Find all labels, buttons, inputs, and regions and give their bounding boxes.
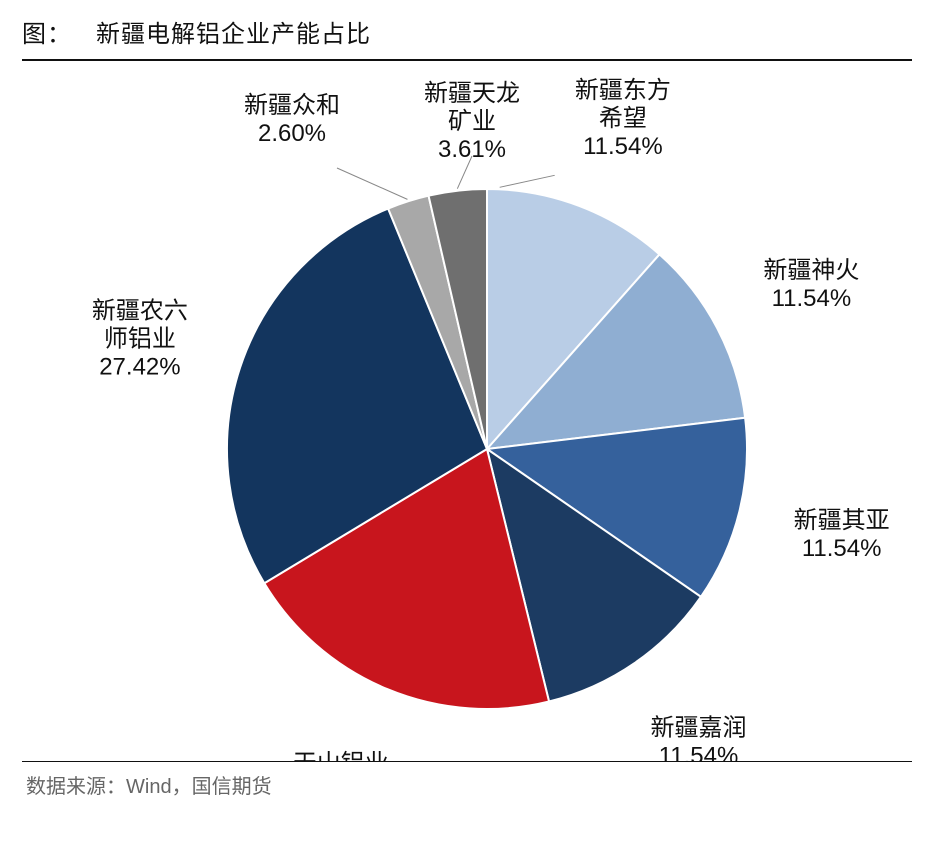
leader-line — [500, 175, 555, 187]
source-label: 数据来源： — [26, 776, 126, 798]
leader-line — [337, 168, 407, 199]
slice-label: 新疆其亚11.54% — [794, 507, 890, 562]
source-value: Wind，国信期货 — [126, 776, 272, 798]
slice-label: 新疆天龙矿业3.61% — [424, 80, 520, 163]
slice-label: 新疆农六师铝业27.42% — [92, 298, 188, 381]
slice-label: 新疆东方希望11.54% — [575, 77, 671, 160]
slice-label: 新疆神火11.54% — [763, 257, 859, 312]
slice-label: 新疆众和2.60% — [244, 92, 340, 147]
chart-title-row: 图： 新疆电解铝企业产能占比 — [22, 14, 912, 59]
source-row: 数据来源：Wind，国信期货 — [22, 762, 912, 799]
title-text: 新疆电解铝企业产能占比 — [96, 21, 371, 48]
title-prefix: 图： — [22, 14, 72, 49]
slice-label: 天山铝业20.20% — [293, 750, 389, 761]
pie-chart: 新疆东方希望11.54% 新疆神火11.54% 新疆其亚11.54% 新疆嘉润11.5… — [22, 61, 912, 761]
slice-label: 新疆嘉润11.54% — [650, 714, 746, 761]
